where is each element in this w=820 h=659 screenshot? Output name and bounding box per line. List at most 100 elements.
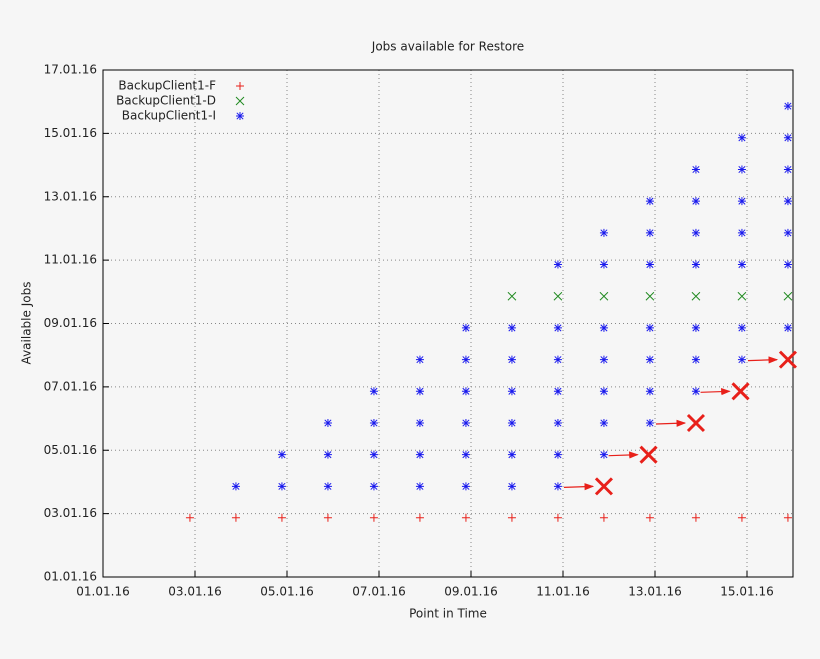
highlight-marker (731, 382, 750, 401)
point (277, 513, 286, 522)
point (277, 482, 286, 491)
point (599, 291, 609, 301)
point (415, 387, 424, 396)
point (783, 165, 792, 174)
point (507, 482, 516, 491)
point (507, 450, 516, 459)
arrow (747, 356, 779, 364)
y-tick-label: 13.01.16 (44, 189, 97, 203)
x-axis-label: Point in Time (409, 607, 487, 621)
point (691, 387, 700, 396)
point (599, 387, 608, 396)
point (645, 513, 654, 522)
arrow (608, 451, 639, 459)
point (691, 323, 700, 332)
point (599, 228, 608, 237)
point (691, 165, 700, 174)
point (691, 355, 700, 364)
point (783, 291, 793, 301)
point (415, 450, 424, 459)
point (369, 450, 378, 459)
point (553, 482, 562, 491)
chart-title: Jobs available for Restore (371, 40, 524, 54)
point (737, 291, 747, 301)
point (507, 323, 516, 332)
x-tick-label: 03.01.16 (168, 585, 221, 599)
point (369, 387, 378, 396)
x-tick-label: 11.01.16 (536, 585, 589, 599)
point (507, 418, 516, 427)
point (691, 513, 700, 522)
y-tick-label: 03.01.16 (44, 506, 97, 520)
point (783, 513, 792, 522)
point (645, 197, 654, 206)
point (645, 418, 654, 427)
point (461, 513, 470, 522)
point (369, 418, 378, 427)
point (783, 102, 792, 111)
point (737, 323, 746, 332)
plot-frame (102, 69, 794, 578)
arrow (655, 419, 687, 427)
point (783, 228, 792, 237)
point (783, 323, 792, 332)
point (599, 323, 608, 332)
point (737, 228, 746, 237)
arrow (563, 483, 595, 491)
point (553, 513, 562, 522)
point (645, 291, 655, 301)
y-tick-label: 15.01.16 (44, 126, 97, 140)
point (737, 197, 746, 206)
y-tick-label: 01.01.16 (44, 570, 97, 584)
point (553, 418, 562, 427)
x-tick-label: 07.01.16 (352, 585, 405, 599)
legend-label: BackupClient1-F (118, 79, 216, 93)
point (507, 513, 516, 522)
point (599, 355, 608, 364)
y-tick-label: 05.01.16 (44, 443, 97, 457)
point (737, 513, 746, 522)
point (323, 482, 332, 491)
y-axis-label: Available Jobs (20, 282, 34, 365)
point (415, 482, 424, 491)
point (599, 418, 608, 427)
point (737, 260, 746, 269)
point (461, 450, 470, 459)
point (691, 197, 700, 206)
point (369, 513, 378, 522)
highlight-marker (639, 445, 658, 464)
point (737, 355, 746, 364)
highlight-marker (594, 477, 614, 496)
point (461, 387, 470, 396)
point (691, 260, 700, 269)
point (323, 450, 332, 459)
point (323, 418, 332, 427)
point (507, 355, 516, 364)
point (369, 482, 378, 491)
point (691, 291, 701, 301)
point (783, 197, 792, 206)
highlight-marker (778, 350, 798, 369)
point (277, 450, 286, 459)
point (783, 133, 792, 142)
legend-marker (236, 82, 244, 90)
point (553, 387, 562, 396)
point (599, 260, 608, 269)
legend-label: BackupClient1-I (122, 109, 216, 123)
point (553, 291, 563, 301)
y-tick-label: 11.01.16 (44, 253, 97, 267)
x-tick-label: 05.01.16 (260, 585, 313, 599)
x-tick-label: 15.01.16 (720, 585, 773, 599)
point (645, 228, 654, 237)
point (645, 323, 654, 332)
x-tick-label: 13.01.16 (628, 585, 681, 599)
point (231, 513, 240, 522)
arrow (700, 388, 731, 396)
point (231, 482, 240, 491)
legend-label: BackupClient1-D (116, 94, 216, 108)
point (461, 482, 470, 491)
legend-marker (236, 112, 244, 120)
point (645, 355, 654, 364)
